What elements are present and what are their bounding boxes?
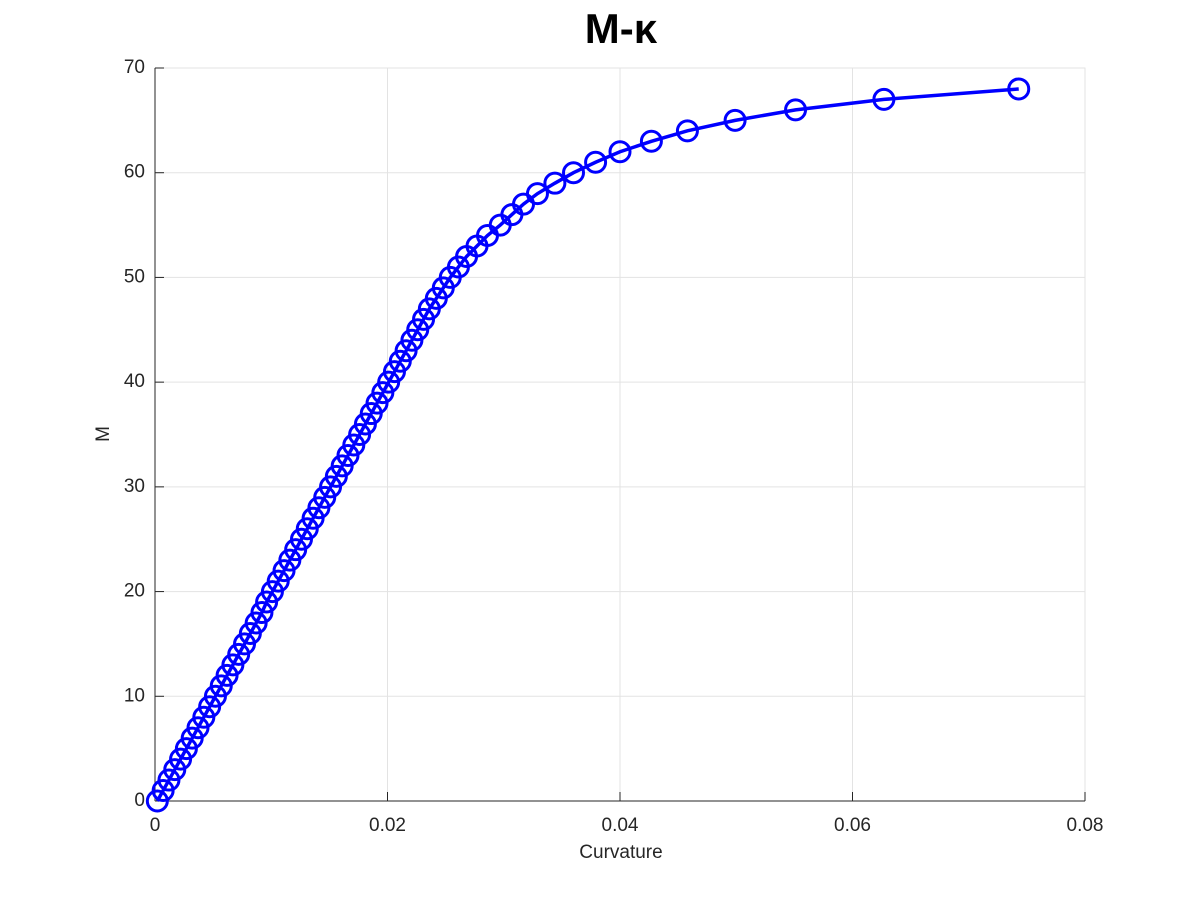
x-tick-label: 0.06 xyxy=(834,815,871,836)
data-marker xyxy=(543,171,567,195)
x-tick-label: 0.08 xyxy=(1067,815,1104,836)
chart-title: M-κ xyxy=(585,5,658,52)
y-tick-label: 40 xyxy=(124,371,145,392)
data-marker xyxy=(562,161,585,185)
data-marker xyxy=(584,150,608,174)
data-marker xyxy=(784,98,808,122)
x-axis-label: Curvature xyxy=(579,842,662,863)
y-tick-label: 20 xyxy=(124,581,145,602)
data-marker xyxy=(1007,77,1031,101)
y-tick-label: 60 xyxy=(124,162,145,183)
data-marker xyxy=(250,601,274,625)
y-tick-label: 70 xyxy=(124,57,145,78)
data-marker xyxy=(608,140,632,164)
x-tick-label: 0 xyxy=(150,815,161,836)
data-marker xyxy=(675,119,699,143)
x-tick-label: 0.02 xyxy=(369,815,406,836)
data-marker xyxy=(525,182,549,206)
y-tick-label: 10 xyxy=(124,685,145,706)
y-axis-label: M xyxy=(93,426,114,442)
data-marker xyxy=(723,108,747,132)
y-tick-label: 0 xyxy=(134,790,145,811)
data-marker xyxy=(872,87,896,111)
data-marker xyxy=(639,129,663,153)
x-tick-label: 0.04 xyxy=(602,815,639,836)
y-tick-label: 50 xyxy=(124,266,145,287)
y-tick-label: 30 xyxy=(124,476,145,497)
